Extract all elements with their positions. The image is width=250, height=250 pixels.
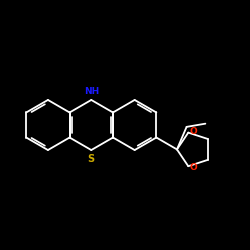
Text: NH: NH bbox=[84, 87, 99, 96]
Text: O: O bbox=[190, 163, 198, 172]
Text: S: S bbox=[88, 154, 95, 164]
Text: O: O bbox=[190, 126, 198, 136]
